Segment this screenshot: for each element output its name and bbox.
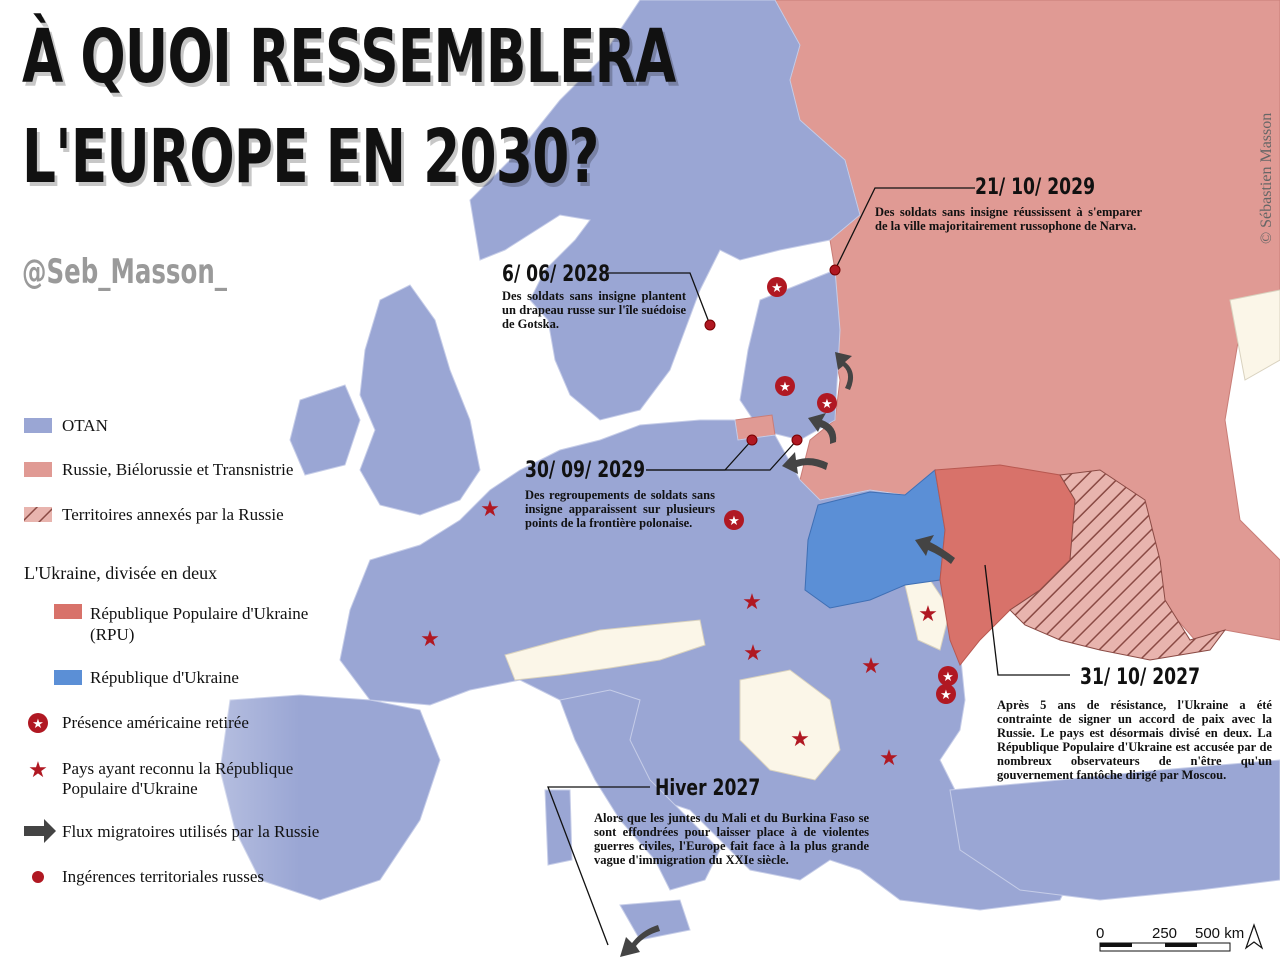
scale-label-0: 0	[1096, 925, 1105, 942]
interference-dots	[704, 264, 841, 446]
turkey	[949, 759, 1280, 901]
callout-lines	[547, 187, 1070, 946]
legend-migration: Flux migratoires utilisés par la Russie	[62, 822, 320, 841]
event-text-poland: Des regroupements de soldats sans insign…	[525, 488, 715, 530]
british-isles	[359, 284, 481, 516]
legend-swatch-annexed	[24, 507, 52, 522]
legend-rpu-line1: République Populaire d'Ukraine	[90, 604, 309, 623]
star-icon: ★	[420, 627, 440, 652]
arrow-icon	[24, 819, 56, 843]
legend-symbols: ★ ★	[24, 418, 82, 883]
star-icon: ★	[942, 670, 954, 685]
event-date-ukraine: 31/ 10/ 2027	[1080, 665, 1201, 690]
legend-interference: Ingérences territoriales russes	[62, 867, 265, 886]
migration-arrow-icon	[782, 452, 828, 474]
star-icon: ★	[28, 758, 48, 783]
star-icon: ★	[771, 281, 783, 296]
annexed-territories	[1009, 469, 1227, 661]
title-line-1: À QUOI RESSEMBLERA	[22, 14, 676, 100]
legend-recognized-line2: Populaire d'Ukraine	[62, 779, 198, 798]
star-icon: ★	[879, 746, 899, 771]
legend-swatch-rpu	[54, 604, 82, 619]
serbia-balkans	[739, 669, 841, 781]
legend-swatch-russia	[24, 462, 52, 477]
star-icon: ★	[821, 397, 833, 412]
event-date-gotska: 6/ 06/ 2028	[502, 262, 611, 287]
author-handle: @Seb_Masson_	[22, 252, 227, 292]
sicily	[619, 899, 691, 941]
star-icon: ★	[918, 602, 938, 627]
legend-ukraine-heading: L'Ukraine, divisée en deux	[24, 563, 218, 583]
republic-of-ukraine	[804, 469, 946, 609]
legend-swatch-otan	[24, 418, 52, 433]
event-text-gotska: Des soldats sans insigne plantent un dra…	[502, 289, 686, 331]
legend-republic: République d'Ukraine	[90, 668, 239, 687]
legend-otan: OTAN	[62, 416, 108, 435]
star-icon: ★	[480, 497, 500, 522]
star-icon: ★	[940, 688, 952, 703]
legend-rpu-line2: (RPU)	[90, 625, 135, 644]
star-icon: ★	[32, 717, 44, 732]
migration-arrow-icon	[808, 413, 837, 444]
migration-arrow-icon	[620, 925, 660, 957]
star-icon: ★	[790, 727, 810, 752]
event-date-winter: Hiver 2027	[655, 776, 761, 801]
scale-bar	[1099, 923, 1264, 952]
switzerland-austria	[504, 619, 706, 681]
sardinia	[544, 789, 573, 866]
copyright: © Sébastien Masson	[1258, 112, 1275, 244]
star-icon: ★	[861, 654, 881, 679]
star-icon: ★	[728, 514, 740, 529]
title-line-2: L'EUROPE EN 2030?	[22, 114, 599, 200]
star-icon: ★	[742, 590, 762, 615]
legend-russia: Russie, Biélorussie et Transnistrie	[62, 460, 294, 479]
legend-recognized-line1: Pays ayant reconnu la République	[62, 759, 294, 778]
scale-label-250: 250	[1152, 925, 1178, 942]
cyprus-region	[1229, 289, 1280, 381]
ireland	[289, 384, 361, 476]
star-icon: ★	[743, 641, 763, 666]
scale-label-500: 500 km	[1195, 925, 1245, 942]
migration-arrow-icon	[915, 535, 955, 564]
event-text-narva: Des soldats sans insigne réussissent à s…	[875, 205, 1142, 233]
legend-us-withdrawn: Présence américaine retirée	[62, 713, 249, 732]
recognition-stars: ★ ★ ★ ★ ★ ★ ★ ★	[420, 497, 938, 771]
migration-arrow-icon	[835, 352, 854, 390]
event-date-narva: 21/ 10/ 2029	[975, 175, 1096, 200]
event-text-winter: Alors que les juntes du Mali et du Burki…	[594, 811, 869, 867]
legend-annexed: Territoires annexés par la Russie	[62, 505, 284, 524]
star-icon: ★	[779, 380, 791, 395]
scandinavia	[469, 0, 861, 421]
event-text-ukraine: Après 5 ans de résistance, l'Ukraine a é…	[997, 698, 1272, 782]
us-presence-markers: ★ ★ ★ ★ ★ ★	[724, 277, 958, 704]
north-arrow-icon	[1244, 923, 1264, 950]
legend-swatch-republic	[54, 670, 82, 685]
migration-arrows	[620, 352, 955, 957]
event-date-poland: 30/ 09/ 2029	[525, 458, 646, 483]
